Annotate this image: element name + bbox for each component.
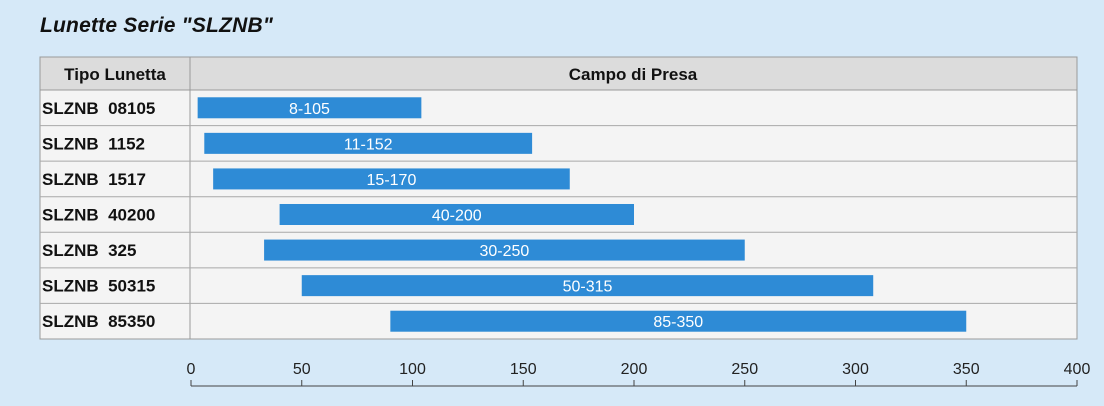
bar-value-label: 15-170 <box>367 172 417 189</box>
column-header-tipo: Tipo Lunetta <box>64 65 166 84</box>
x-tick-label: 350 <box>953 361 980 378</box>
row-label: SLZNB 50315 <box>42 277 155 296</box>
x-tick-label: 200 <box>621 361 648 378</box>
range-bar <box>264 239 745 261</box>
x-tick-label: 50 <box>293 361 311 378</box>
bar-value-label: 40-200 <box>432 207 482 224</box>
table-frame: Tipo Lunetta Campo di Presa <box>39 56 1078 340</box>
range-bar <box>213 168 570 190</box>
x-tick-label: 100 <box>399 361 426 378</box>
bar-value-label: 11-152 <box>344 136 393 153</box>
x-tick-label: 250 <box>731 361 758 378</box>
range-bar <box>204 132 533 154</box>
bar-value-label: 85-350 <box>653 314 703 331</box>
column-header-campo: Campo di Presa <box>569 65 698 84</box>
range-bar <box>279 203 634 225</box>
table-header <box>39 56 1078 91</box>
range-bar <box>197 97 422 119</box>
x-tick-label: 300 <box>842 361 869 378</box>
x-tick-label: 150 <box>510 361 537 378</box>
range-bar <box>301 275 874 297</box>
table-background <box>39 56 1078 340</box>
row-label: SLZNB 08105 <box>42 99 155 118</box>
row-label: SLZNB 325 <box>42 241 136 260</box>
table-rows: SLZNB 08105 SLZNB 1152 SLZNB 1517 SLZNB 402… <box>40 99 1077 331</box>
x-tick-label: 400 <box>1064 361 1091 378</box>
bar-value-label: 30-250 <box>480 243 530 260</box>
bar-value-label: 50-315 <box>563 279 613 296</box>
x-tick-label: 0 <box>187 361 196 378</box>
row-label: SLZNB 1152 <box>42 134 145 153</box>
range-bars: 8-105 11-152 15-170 40-200 30-250 50-315 85-35… <box>197 97 967 332</box>
row-label: SLZNB 85350 <box>42 312 155 331</box>
chart-title: Lunette Serie "SLZNB" <box>40 14 273 37</box>
bar-value-label: 8-105 <box>289 101 330 118</box>
row-label: SLZNB 40200 <box>42 205 155 224</box>
row-label: SLZNB 1517 <box>42 170 146 189</box>
range-bar <box>390 310 967 332</box>
x-axis: 0 50 100 150 200 250 300 350 400 <box>187 361 1091 387</box>
